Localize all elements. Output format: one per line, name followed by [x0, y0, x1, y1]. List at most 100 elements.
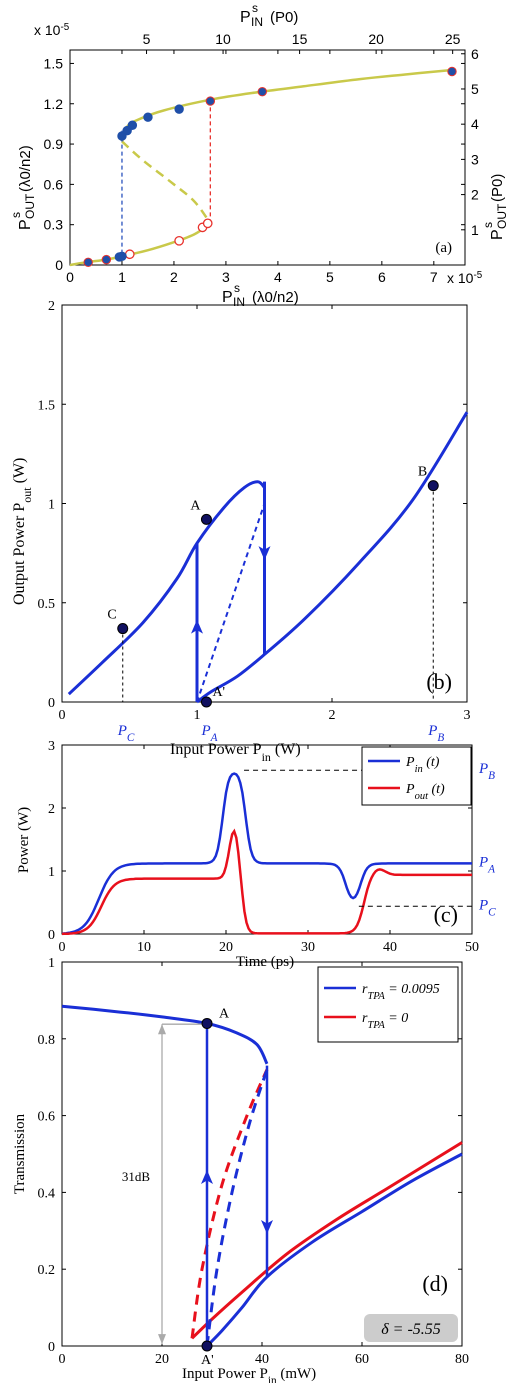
- panel-b-point-C: [117, 623, 129, 635]
- panel-a-xtick-label: 5: [326, 269, 334, 285]
- panel-d-point-A': [201, 1340, 213, 1352]
- panel-d-jump-down-arrow: [261, 1219, 273, 1234]
- panel-a-top-xlabel-main: P: [240, 9, 251, 26]
- panel-c-legend-box: [361, 746, 472, 806]
- panel-a-xlabel-main: P: [222, 289, 233, 306]
- panel-a-open-point: [202, 218, 213, 229]
- panel-a-filled-point: [174, 104, 184, 114]
- panel-a-ytick-label: 0: [55, 257, 63, 273]
- panel-a-top-xlabel-unit: (P0): [270, 9, 298, 26]
- panel-b-xlabel: Input Power Pin (W): [170, 741, 301, 764]
- panel-c-ylabel: Power (W): [16, 807, 32, 873]
- panel-d-31db-arrow-bottom: [158, 1334, 166, 1345]
- panel-b-point-A': [200, 696, 212, 708]
- panel-b-x-marker: PB: [427, 723, 444, 744]
- panel-a-top-tick-label: 25: [445, 31, 461, 47]
- panel-a-y-exponent: x 10-5: [34, 22, 70, 39]
- panel-d-31db-arrow-top: [158, 1024, 166, 1035]
- panel-a-right-ylabel-sup: s: [481, 222, 495, 228]
- panel-d-legend-box: [317, 966, 459, 1043]
- panel-c-series-pout: [61, 828, 472, 936]
- panel-b-xtick-label: 2: [329, 708, 336, 723]
- panel-d-xtick-label: 0: [59, 1352, 66, 1367]
- panel-a-xtick-label: 1: [118, 269, 126, 285]
- panel-c-right-label: PA: [478, 854, 495, 875]
- panel-b-xtick-label: 0: [59, 708, 66, 723]
- panel-a-ytick-label: 1.2: [44, 96, 64, 112]
- panel-c-series-pin: [61, 772, 472, 935]
- panel-a-ytick-label: 0.9: [44, 136, 64, 152]
- panel-b-x-marker: PA: [200, 723, 217, 744]
- panel-a-xlabel-unit: (λ0/n2): [252, 289, 299, 306]
- panel-c-xtick-label: 10: [137, 940, 151, 955]
- panel-d-delta-box: [364, 1314, 458, 1342]
- panel-b-ytick-label: 1.5: [38, 398, 56, 413]
- panel-b-point-B: [427, 480, 439, 492]
- panel-a-right-tick-label: 1: [471, 222, 479, 238]
- panel-d-ytick-label: 0.8: [38, 1033, 56, 1048]
- panel-a-xlabel-sup: s: [234, 281, 240, 295]
- panel-a-right-tick-label: 4: [471, 116, 479, 132]
- panel-a-xtick-label: 6: [378, 269, 386, 285]
- panel-a-top-xlabel-sup: s: [252, 1, 258, 15]
- panel-d-xtick-label: 80: [455, 1352, 469, 1367]
- panel-a-ylabel-main: P: [17, 219, 34, 230]
- panel-a-xtick-label: 4: [274, 269, 282, 285]
- panel-b-point-label: B: [418, 465, 427, 480]
- panel-d-ytick-label: 0.6: [38, 1110, 56, 1125]
- panel-a-frame: [69, 49, 466, 266]
- panel-a-right-tick-label: 2: [471, 187, 479, 203]
- panel-d-ytick-label: 0: [48, 1340, 55, 1355]
- panel-c-right-label: PC: [478, 897, 496, 918]
- panel-a-ylabel-sup: s: [9, 212, 23, 218]
- panel-a-open-point: [174, 235, 184, 246]
- panel-c-legend-label: Pin (t): [405, 755, 440, 775]
- panel-d-blue-lower: [205, 1152, 463, 1348]
- panel-c-ytick-label: 3: [48, 739, 55, 754]
- panel-a-label: (a): [435, 240, 452, 256]
- panel-b-jump-down-arrow: [258, 546, 271, 561]
- panel-c-ytick-label: 0: [48, 928, 55, 943]
- panel-a-right-ylabel-main: P: [489, 229, 506, 240]
- panel-c-xtick-label: 20: [219, 940, 233, 955]
- panel-c-xtick-label: 40: [383, 940, 397, 955]
- panel-c-right-label: PB: [478, 761, 495, 782]
- panel-d-red-unstable: [190, 1068, 269, 1339]
- panel-a-xtick-label: 0: [66, 269, 74, 285]
- panel-b-jump-up-arrow: [191, 619, 203, 634]
- panel-a-xtick-label: 2: [170, 269, 178, 285]
- panel-d-red-lower: [190, 1141, 463, 1340]
- panel-c-xtick-label: 50: [465, 940, 479, 955]
- panel-b-x-marker: PC: [117, 723, 135, 744]
- panel-d-point-label: A': [201, 1353, 214, 1368]
- panel-a-upper-branch: [120, 68, 450, 142]
- panel-a-filled-point: [101, 254, 112, 265]
- panel-a-filled-point: [83, 257, 93, 268]
- panel-a-ylabel-sub: OUT: [23, 193, 37, 219]
- panel-b-ytick-label: 2: [48, 299, 55, 314]
- panel-b-lower-branch: [196, 411, 469, 704]
- panel-d-xlabel: Input Power Pin (mW): [182, 1366, 316, 1383]
- panel-a-right-tick-label: 5: [471, 81, 479, 97]
- panel-a-filled-point: [143, 112, 153, 122]
- panel-c-ytick-label: 1: [48, 865, 55, 880]
- panel-a-ylabel: Ps OUT (λ0/n2): [9, 145, 37, 230]
- panel-a-xlabel-sub: IN: [233, 295, 245, 309]
- panel-a-top-tick-label: 15: [292, 31, 308, 47]
- panel-d-ylabel: Transmission: [12, 1113, 28, 1194]
- panel-b-ytick-label: 0: [48, 696, 55, 711]
- panel-a-xtick-label: 7: [430, 269, 438, 285]
- panel-a-unstable-branch: [121, 140, 212, 225]
- panel-d-xtick-label: 60: [355, 1352, 369, 1367]
- panel-c-label: (c): [434, 902, 458, 927]
- panel-d-point-A: [201, 1017, 213, 1029]
- panel-b-point-A: [200, 513, 212, 525]
- panel-a-xtick-label: 3: [222, 269, 230, 285]
- panel-a-right-ylabel-unit: (P0): [489, 174, 506, 202]
- panel-c-xtick-label: 0: [59, 940, 66, 955]
- panel-a-top-tick-label: 20: [368, 31, 384, 47]
- panel-d-blue-unstable: [205, 1069, 269, 1347]
- panel-a-ylabel-unit: (λ0/n2): [17, 145, 34, 192]
- panel-c-xtick-label: 30: [301, 940, 315, 955]
